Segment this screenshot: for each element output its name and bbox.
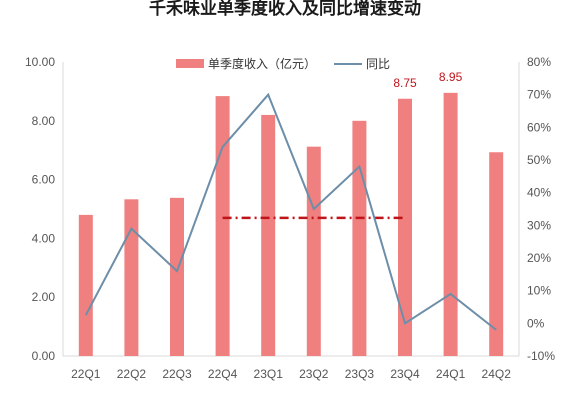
y-left-tick-label: 10.00 [25, 55, 55, 69]
y-left-tick-label: 2.00 [32, 290, 56, 304]
x-tick-label: 23Q4 [390, 367, 420, 381]
y-right-tick-label: -10% [527, 349, 555, 363]
yoy-line [86, 95, 496, 330]
bar [307, 147, 321, 356]
legend-swatch-revenue [176, 59, 204, 68]
y-left-tick-label: 6.00 [32, 173, 56, 187]
legend-label-yoy: 同比 [366, 57, 390, 71]
x-tick-label: 22Q4 [208, 367, 238, 381]
x-tick-label: 22Q2 [117, 367, 147, 381]
x-tick-label: 24Q1 [436, 367, 466, 381]
y-right-tick-label: 0% [527, 316, 545, 330]
y-right-tick-label: 40% [527, 186, 551, 200]
y-right-tick-label: 20% [527, 251, 551, 265]
x-tick-label: 23Q3 [345, 367, 375, 381]
chart-title: 千禾味业单季度收入及同比增速变动 [0, 0, 570, 19]
data-label: 8.75 [393, 76, 417, 90]
y-right-tick-label: 70% [527, 88, 551, 102]
bar [170, 198, 184, 356]
y-right-tick-label: 50% [527, 153, 551, 167]
x-tick-label: 22Q1 [71, 367, 101, 381]
bar [398, 99, 412, 356]
legend-label-revenue: 单季度收入（亿元） [208, 56, 316, 71]
bar [79, 215, 93, 356]
bar [352, 121, 366, 356]
y-left-tick-label: 8.00 [32, 114, 56, 128]
y-right-tick-label: 30% [527, 218, 551, 232]
bar [261, 115, 275, 356]
x-tick-label: 24Q2 [482, 367, 512, 381]
x-tick-label: 23Q2 [299, 367, 329, 381]
y-left-tick-label: 4.00 [32, 231, 56, 245]
bar [444, 93, 458, 356]
y-left-tick-label: 0.00 [32, 349, 56, 363]
x-tick-label: 23Q1 [254, 367, 284, 381]
y-right-tick-label: 60% [527, 120, 551, 134]
bar [216, 96, 230, 356]
data-label: 8.95 [439, 70, 463, 84]
bar [124, 199, 138, 356]
y-right-tick-label: 10% [527, 284, 551, 298]
y-right-tick-label: 80% [527, 55, 551, 69]
x-tick-label: 22Q3 [162, 367, 192, 381]
